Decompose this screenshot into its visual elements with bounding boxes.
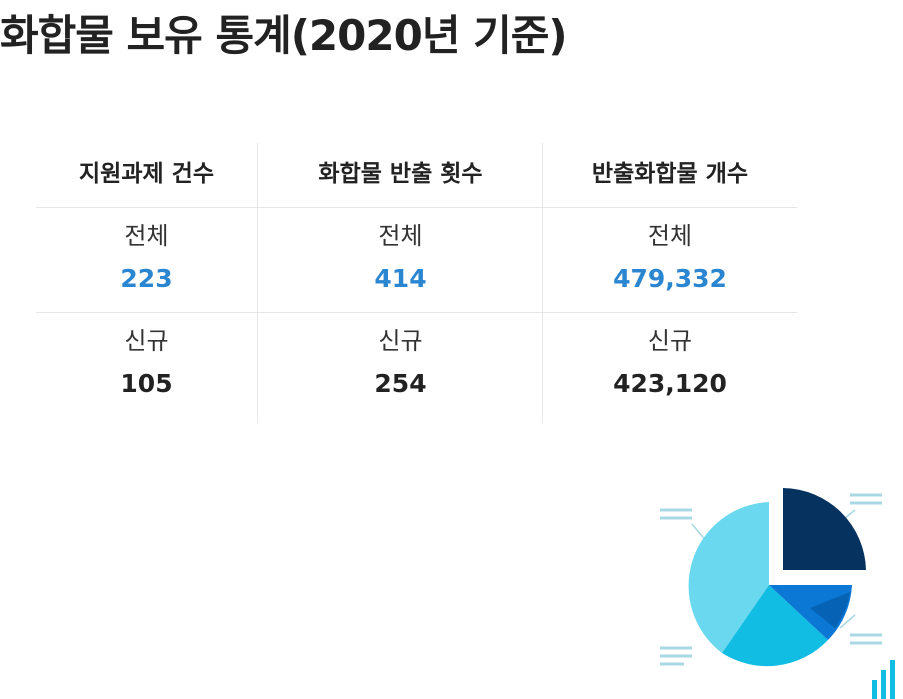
column-projects: 지원과제 건수 전체 223 신규 105 bbox=[36, 143, 257, 423]
total-label: 전체 bbox=[124, 222, 169, 250]
new-cell: 신규 423,120 bbox=[543, 313, 797, 418]
new-label: 신규 bbox=[378, 327, 423, 355]
total-cell: 전체 479,332 bbox=[543, 208, 797, 313]
total-label: 전체 bbox=[378, 222, 423, 250]
total-cell: 전체 414 bbox=[258, 208, 543, 313]
pie-slice-blue bbox=[769, 585, 852, 640]
new-value: 423,120 bbox=[613, 369, 727, 398]
column-header: 화합물 반출 횟수 bbox=[258, 143, 543, 208]
total-value: 414 bbox=[374, 264, 427, 293]
new-value: 254 bbox=[374, 369, 427, 398]
total-value: 223 bbox=[120, 264, 173, 293]
pie-slice-cyan bbox=[722, 585, 828, 667]
decor-lines-bottom-right bbox=[839, 614, 882, 645]
bar-chart-icon bbox=[872, 660, 895, 699]
new-cell: 신규 254 bbox=[258, 313, 543, 418]
pie-slice-navy bbox=[783, 488, 866, 570]
new-cell: 신규 105 bbox=[36, 313, 257, 418]
total-value: 479,332 bbox=[613, 264, 727, 293]
new-label: 신규 bbox=[647, 327, 693, 355]
stats-table: 지원과제 건수 전체 223 신규 105 화합물 반출 횟수 전체 414 신… bbox=[36, 143, 797, 423]
column-exports: 화합물 반출 횟수 전체 414 신규 254 bbox=[257, 143, 543, 423]
pie-chart-icon bbox=[660, 488, 895, 699]
new-value: 105 bbox=[120, 369, 173, 398]
pie-slice-light bbox=[688, 502, 769, 653]
total-label: 전체 bbox=[647, 222, 693, 250]
column-compounds: 반출화합물 개수 전체 479,332 신규 423,120 bbox=[542, 143, 797, 423]
decor-lines-bottom-left bbox=[660, 646, 692, 666]
new-label: 신규 bbox=[124, 327, 169, 355]
page-title: 화합물 보유 통계(2020년 기준) bbox=[0, 11, 568, 60]
total-cell: 전체 223 bbox=[36, 208, 257, 313]
pie-slice-blue-dark bbox=[810, 592, 850, 628]
column-header: 반출화합물 개수 bbox=[543, 143, 797, 208]
column-header: 지원과제 건수 bbox=[36, 143, 257, 208]
